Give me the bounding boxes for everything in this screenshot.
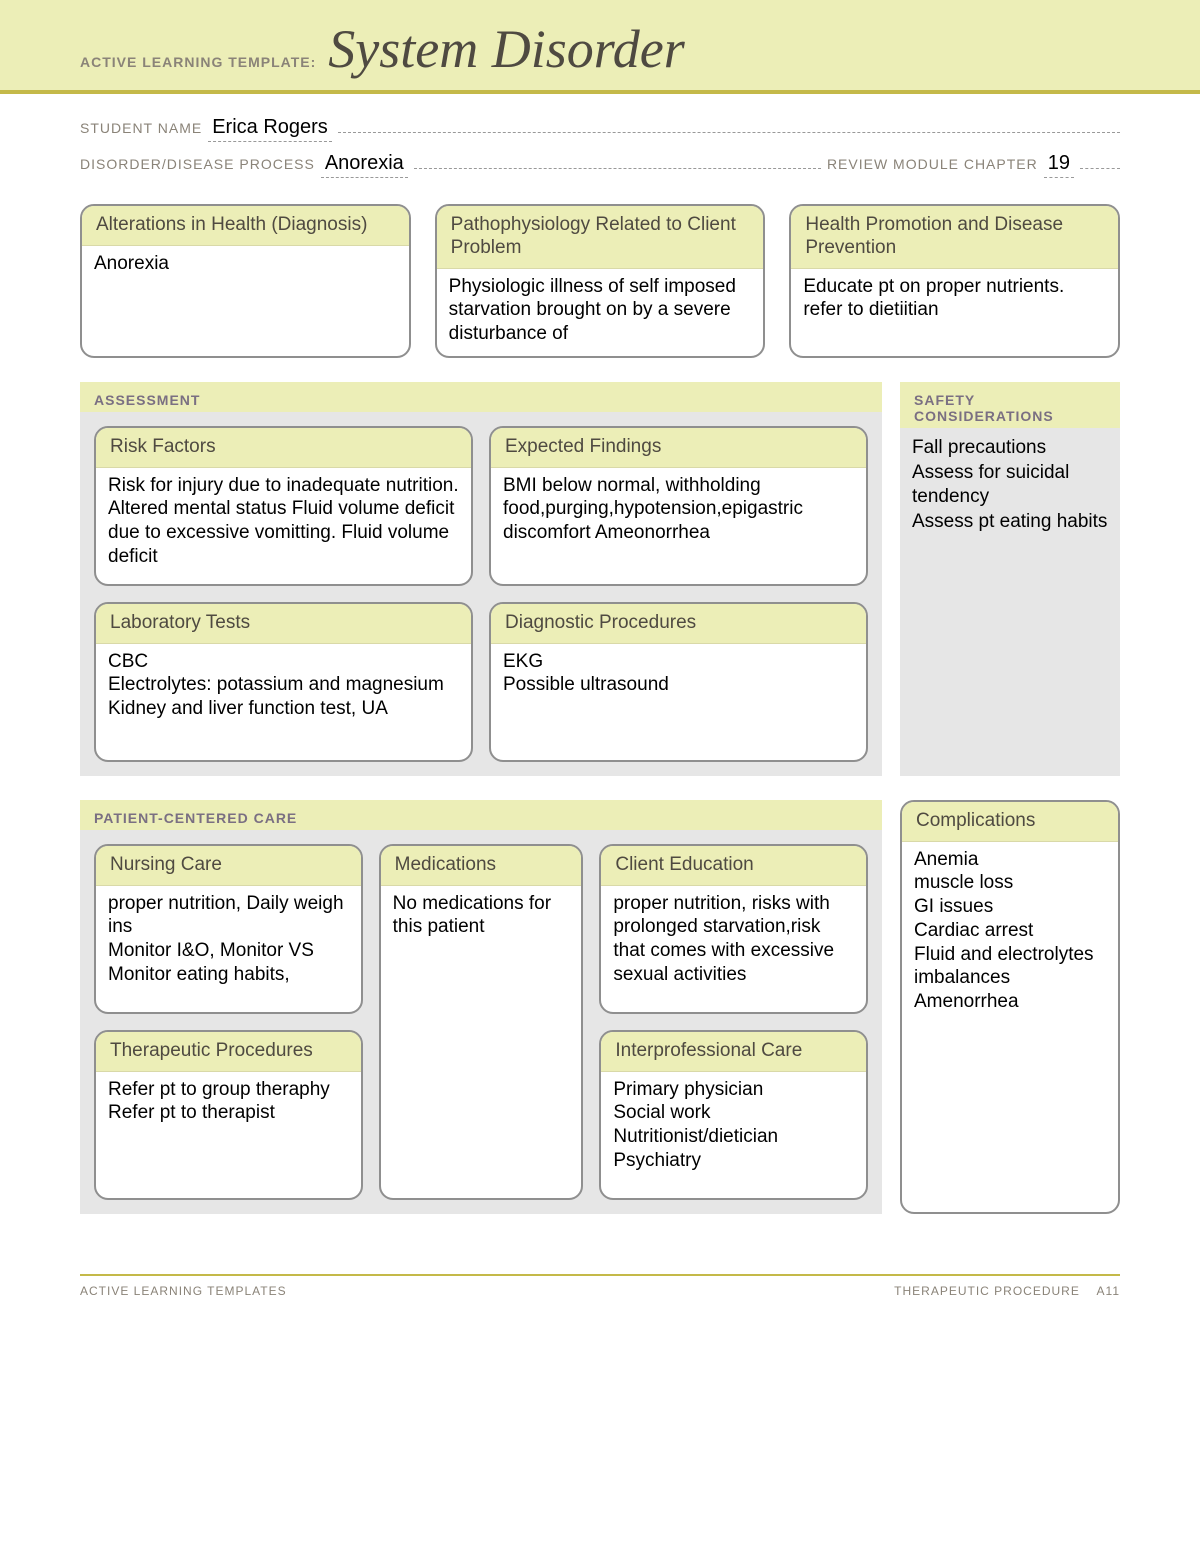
card-complications: Complications Anemia muscle loss GI issu… — [900, 800, 1120, 1214]
card-title: Medications — [381, 846, 582, 886]
card-title: Client Education — [601, 846, 866, 886]
card-title: Diagnostic Procedures — [491, 604, 866, 644]
card-interprofessional-care: Interprofessional Care Primary physician… — [599, 1030, 868, 1200]
safety-heading: SAFETY CONSIDERATIONS — [900, 382, 1120, 428]
card-body: No medications for this patient — [381, 886, 582, 1198]
footer-right-label: THERAPEUTIC PROCEDURE — [894, 1284, 1080, 1298]
assessment-heading: ASSESSMENT — [80, 382, 882, 412]
card-risk-factors: Risk Factors Risk for injury due to inad… — [94, 426, 473, 586]
chapter-label: REVIEW MODULE CHAPTER — [827, 156, 1038, 172]
disorder-value: Anorexia — [321, 152, 408, 178]
card-title: Pathophysiology Related to Client Proble… — [437, 206, 764, 269]
card-body: Educate pt on proper nutrients. refer to… — [791, 269, 1118, 356]
student-name-value: Erica Rogers — [208, 116, 332, 142]
card-expected-findings: Expected Findings BMI below normal, with… — [489, 426, 868, 586]
card-body: Anorexia — [82, 246, 409, 356]
footer-right-code: A11 — [1097, 1284, 1120, 1298]
footer-right: THERAPEUTIC PROCEDURE A11 — [894, 1284, 1120, 1298]
card-title: Interprofessional Care — [601, 1032, 866, 1072]
card-health-promotion: Health Promotion and Disease Prevention … — [789, 204, 1120, 358]
card-title: Complications — [902, 802, 1118, 842]
assessment-row: ASSESSMENT Risk Factors Risk for injury … — [80, 382, 1120, 776]
page: ACTIVE LEARNING TEMPLATE: System Disorde… — [0, 0, 1200, 1338]
card-pathophysiology: Pathophysiology Related to Client Proble… — [435, 204, 766, 358]
underline — [1080, 155, 1120, 169]
card-title: Health Promotion and Disease Prevention — [791, 206, 1118, 269]
card-body: Primary physician Social work Nutritioni… — [601, 1072, 866, 1198]
chapter-value: 19 — [1044, 152, 1074, 178]
template-label: ACTIVE LEARNING TEMPLATE: — [80, 54, 316, 70]
card-diagnostic-procedures: Diagnostic Procedures EKG Possible ultra… — [489, 602, 868, 762]
card-laboratory-tests: Laboratory Tests CBC Electrolytes: potas… — [94, 602, 473, 762]
card-alterations: Alterations in Health (Diagnosis) Anorex… — [80, 204, 411, 358]
patient-care-row: PATIENT-CENTERED CARE Nursing Care prope… — [80, 800, 1120, 1214]
card-medications: Medications No medications for this pati… — [379, 844, 584, 1200]
card-title: Nursing Care — [96, 846, 361, 886]
card-body: proper nutrition, Daily weigh ins Monito… — [96, 886, 361, 1012]
meta-block: STUDENT NAME Erica Rogers DISORDER/DISEA… — [80, 116, 1120, 178]
card-nursing-care: Nursing Care proper nutrition, Daily wei… — [94, 844, 363, 1014]
card-body: proper nutrition, risks with prolonged s… — [601, 886, 866, 1012]
card-client-education: Client Education proper nutrition, risks… — [599, 844, 868, 1014]
card-body: CBC Electrolytes: potassium and magnesiu… — [96, 644, 471, 760]
card-title: Laboratory Tests — [96, 604, 471, 644]
footer-left: ACTIVE LEARNING TEMPLATES — [80, 1284, 287, 1298]
card-title: Risk Factors — [96, 428, 471, 468]
template-title: System Disorder — [328, 18, 684, 80]
card-title: Therapeutic Procedures — [96, 1032, 361, 1072]
card-body: Refer pt to group theraphy Refer pt to t… — [96, 1072, 361, 1198]
card-therapeutic-procedures: Therapeutic Procedures Refer pt to group… — [94, 1030, 363, 1200]
underline — [414, 155, 821, 169]
underline — [338, 119, 1120, 133]
card-body: BMI below normal, withholding food,purgi… — [491, 468, 866, 584]
pcc-heading: PATIENT-CENTERED CARE — [80, 800, 882, 830]
disorder-label: DISORDER/DISEASE PROCESS — [80, 156, 315, 172]
card-body: Risk for injury due to inadequate nutrit… — [96, 468, 471, 584]
card-title: Expected Findings — [491, 428, 866, 468]
safety-body: Fall precautions Assess for suicidal ten… — [900, 428, 1120, 776]
student-name-label: STUDENT NAME — [80, 120, 202, 136]
header-band: ACTIVE LEARNING TEMPLATE: System Disorde… — [0, 0, 1200, 94]
card-body: EKG Possible ultrasound — [491, 644, 866, 760]
safety-column: SAFETY CONSIDERATIONS Fall precautions A… — [900, 382, 1120, 776]
top-row: Alterations in Health (Diagnosis) Anorex… — [80, 204, 1120, 358]
footer: ACTIVE LEARNING TEMPLATES THERAPEUTIC PR… — [80, 1274, 1120, 1298]
card-body: Physiologic illness of self imposed star… — [437, 269, 764, 356]
card-title: Alterations in Health (Diagnosis) — [82, 206, 409, 246]
card-body: Anemia muscle loss GI issues Cardiac arr… — [902, 842, 1118, 1212]
complications-column: Complications Anemia muscle loss GI issu… — [900, 800, 1120, 1214]
